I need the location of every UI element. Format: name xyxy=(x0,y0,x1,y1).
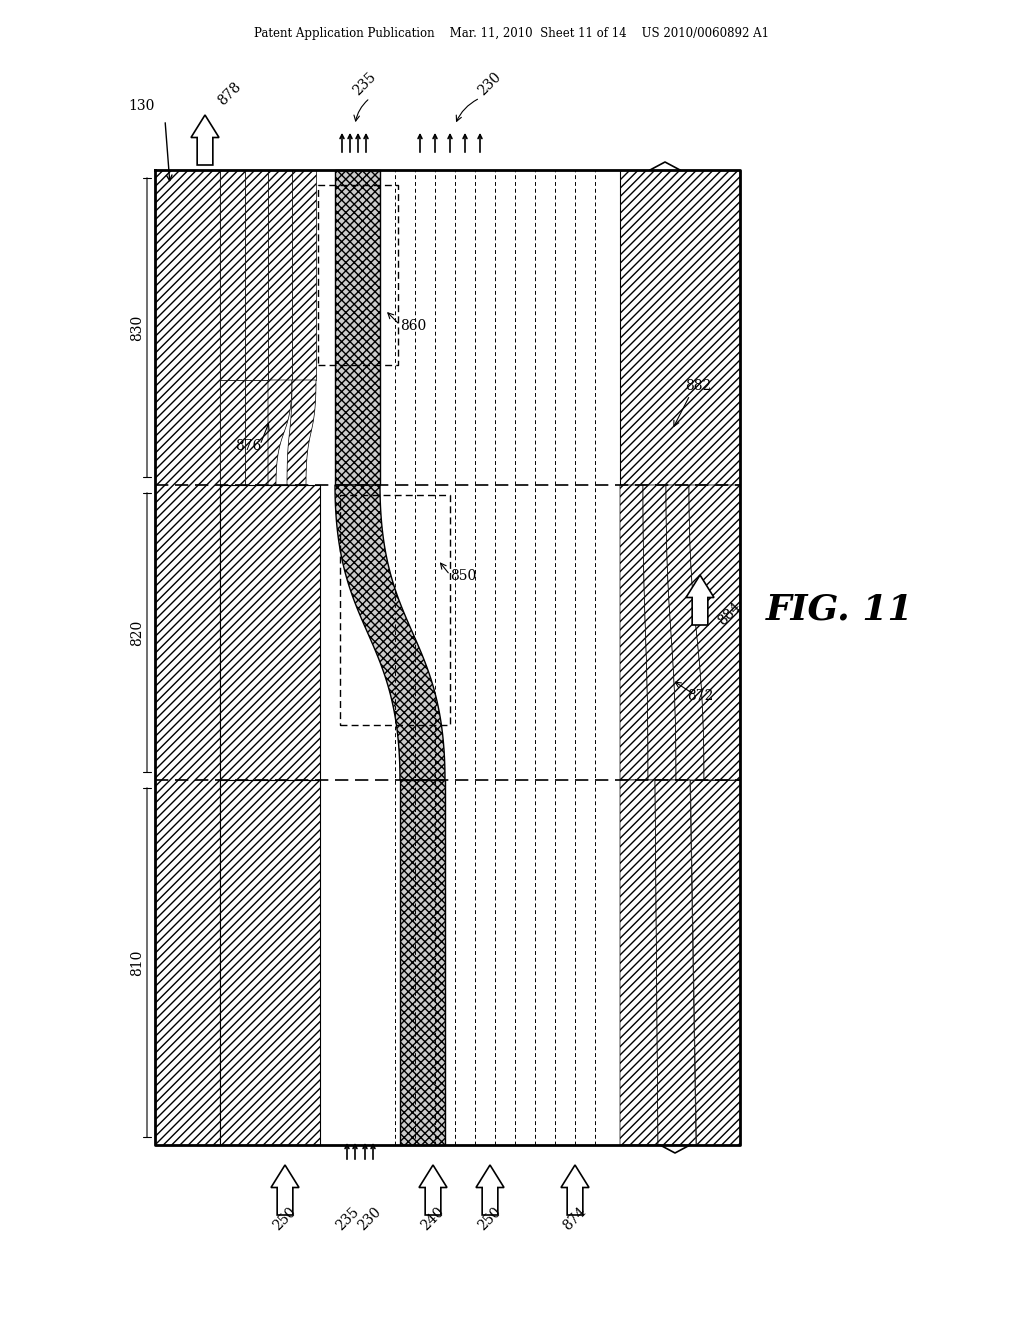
Polygon shape xyxy=(650,484,680,780)
Polygon shape xyxy=(271,1166,299,1214)
Text: Patent Application Publication    Mar. 11, 2010  Sheet 11 of 14    US 2010/00608: Patent Application Publication Mar. 11, … xyxy=(255,26,769,40)
Text: 235: 235 xyxy=(334,1205,362,1233)
Text: 830: 830 xyxy=(130,314,144,341)
Polygon shape xyxy=(335,484,445,780)
Bar xyxy=(220,484,319,780)
Text: 872: 872 xyxy=(687,689,713,704)
Polygon shape xyxy=(689,484,740,780)
Polygon shape xyxy=(710,484,740,780)
Text: 230: 230 xyxy=(355,1205,384,1233)
Polygon shape xyxy=(620,780,658,1144)
Polygon shape xyxy=(666,484,705,780)
Text: 820: 820 xyxy=(130,619,144,645)
Polygon shape xyxy=(419,1166,447,1214)
Text: FIG. 11: FIG. 11 xyxy=(766,593,913,627)
Text: 874: 874 xyxy=(561,1204,590,1233)
Bar xyxy=(220,780,319,1144)
Polygon shape xyxy=(620,484,648,780)
Polygon shape xyxy=(680,484,710,780)
Text: 810: 810 xyxy=(130,949,144,975)
Bar xyxy=(155,170,220,1144)
Polygon shape xyxy=(245,380,268,484)
Polygon shape xyxy=(690,780,740,1144)
Polygon shape xyxy=(287,380,316,484)
Polygon shape xyxy=(561,1166,589,1214)
Polygon shape xyxy=(220,380,245,484)
Polygon shape xyxy=(245,170,268,380)
Polygon shape xyxy=(655,780,696,1144)
Text: 250: 250 xyxy=(270,1205,299,1233)
Bar xyxy=(335,170,380,484)
Polygon shape xyxy=(643,484,676,780)
Polygon shape xyxy=(620,484,650,780)
Text: 882: 882 xyxy=(685,379,711,393)
Polygon shape xyxy=(220,170,245,380)
Polygon shape xyxy=(292,170,316,380)
Polygon shape xyxy=(686,576,714,624)
Text: 878: 878 xyxy=(216,79,245,108)
Text: 235: 235 xyxy=(351,70,379,98)
Bar xyxy=(400,780,445,1144)
Polygon shape xyxy=(268,380,292,484)
Text: 250: 250 xyxy=(476,1205,504,1233)
Text: 850: 850 xyxy=(450,569,476,583)
Text: 230: 230 xyxy=(476,70,504,98)
Text: 860: 860 xyxy=(400,319,426,333)
Polygon shape xyxy=(476,1166,504,1214)
Polygon shape xyxy=(268,170,292,380)
Text: 130: 130 xyxy=(129,99,155,114)
Text: 876: 876 xyxy=(234,440,261,453)
Text: 884: 884 xyxy=(715,599,743,628)
Bar xyxy=(620,170,740,484)
Text: 240: 240 xyxy=(419,1204,447,1233)
Polygon shape xyxy=(191,115,219,165)
